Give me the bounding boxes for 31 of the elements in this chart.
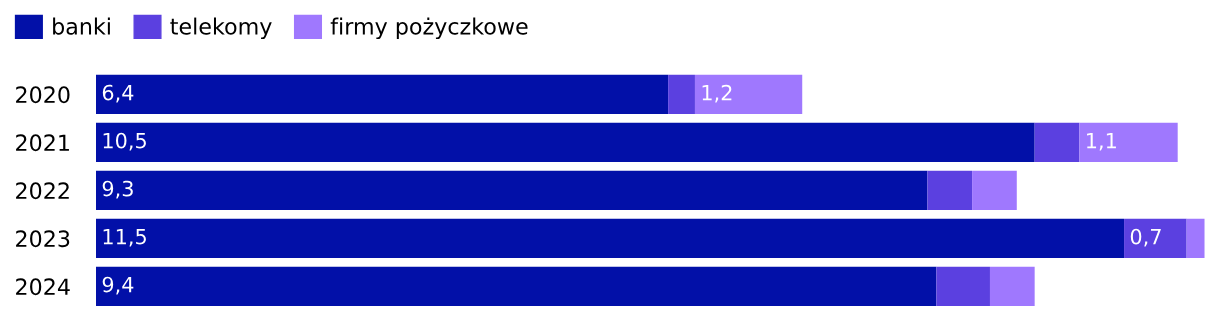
bar bbox=[1079, 122, 1178, 163]
bar bbox=[96, 170, 928, 211]
bar bbox=[1186, 218, 1205, 259]
bar bbox=[96, 266, 937, 307]
bar bbox=[936, 266, 990, 307]
legend-label: banki bbox=[53, 17, 110, 35]
legend-label: telekomy bbox=[170, 17, 272, 40]
bar bbox=[927, 170, 973, 211]
data-label: 11,5 bbox=[103, 228, 146, 247]
y-tick-label: 2022 bbox=[16, 182, 69, 200]
bar bbox=[989, 266, 1035, 307]
bar bbox=[694, 74, 803, 115]
y-tick-label: 2023 bbox=[16, 230, 70, 248]
bar bbox=[1034, 122, 1080, 163]
data-label: 6,4 bbox=[102, 84, 134, 103]
data-label: 1,2 bbox=[702, 84, 732, 103]
legend-label: firmy pożyczkowe bbox=[330, 17, 528, 40]
data-label: 9,3 bbox=[102, 180, 133, 199]
data-label: 9,4 bbox=[102, 276, 134, 295]
bar bbox=[96, 122, 1035, 163]
bar bbox=[972, 170, 1017, 211]
y-tick-label: 2024 bbox=[16, 278, 70, 296]
data-label: 1,1 bbox=[1087, 132, 1116, 151]
y-tick-label: 2020 bbox=[16, 86, 70, 104]
data-label: 0,7 bbox=[1130, 228, 1161, 247]
data-label: 10,5 bbox=[103, 132, 146, 151]
y-tick-label: 2021 bbox=[16, 134, 69, 152]
bar bbox=[96, 74, 669, 115]
bar bbox=[96, 218, 1125, 259]
bar bbox=[668, 74, 695, 115]
bar bbox=[1124, 218, 1187, 259]
